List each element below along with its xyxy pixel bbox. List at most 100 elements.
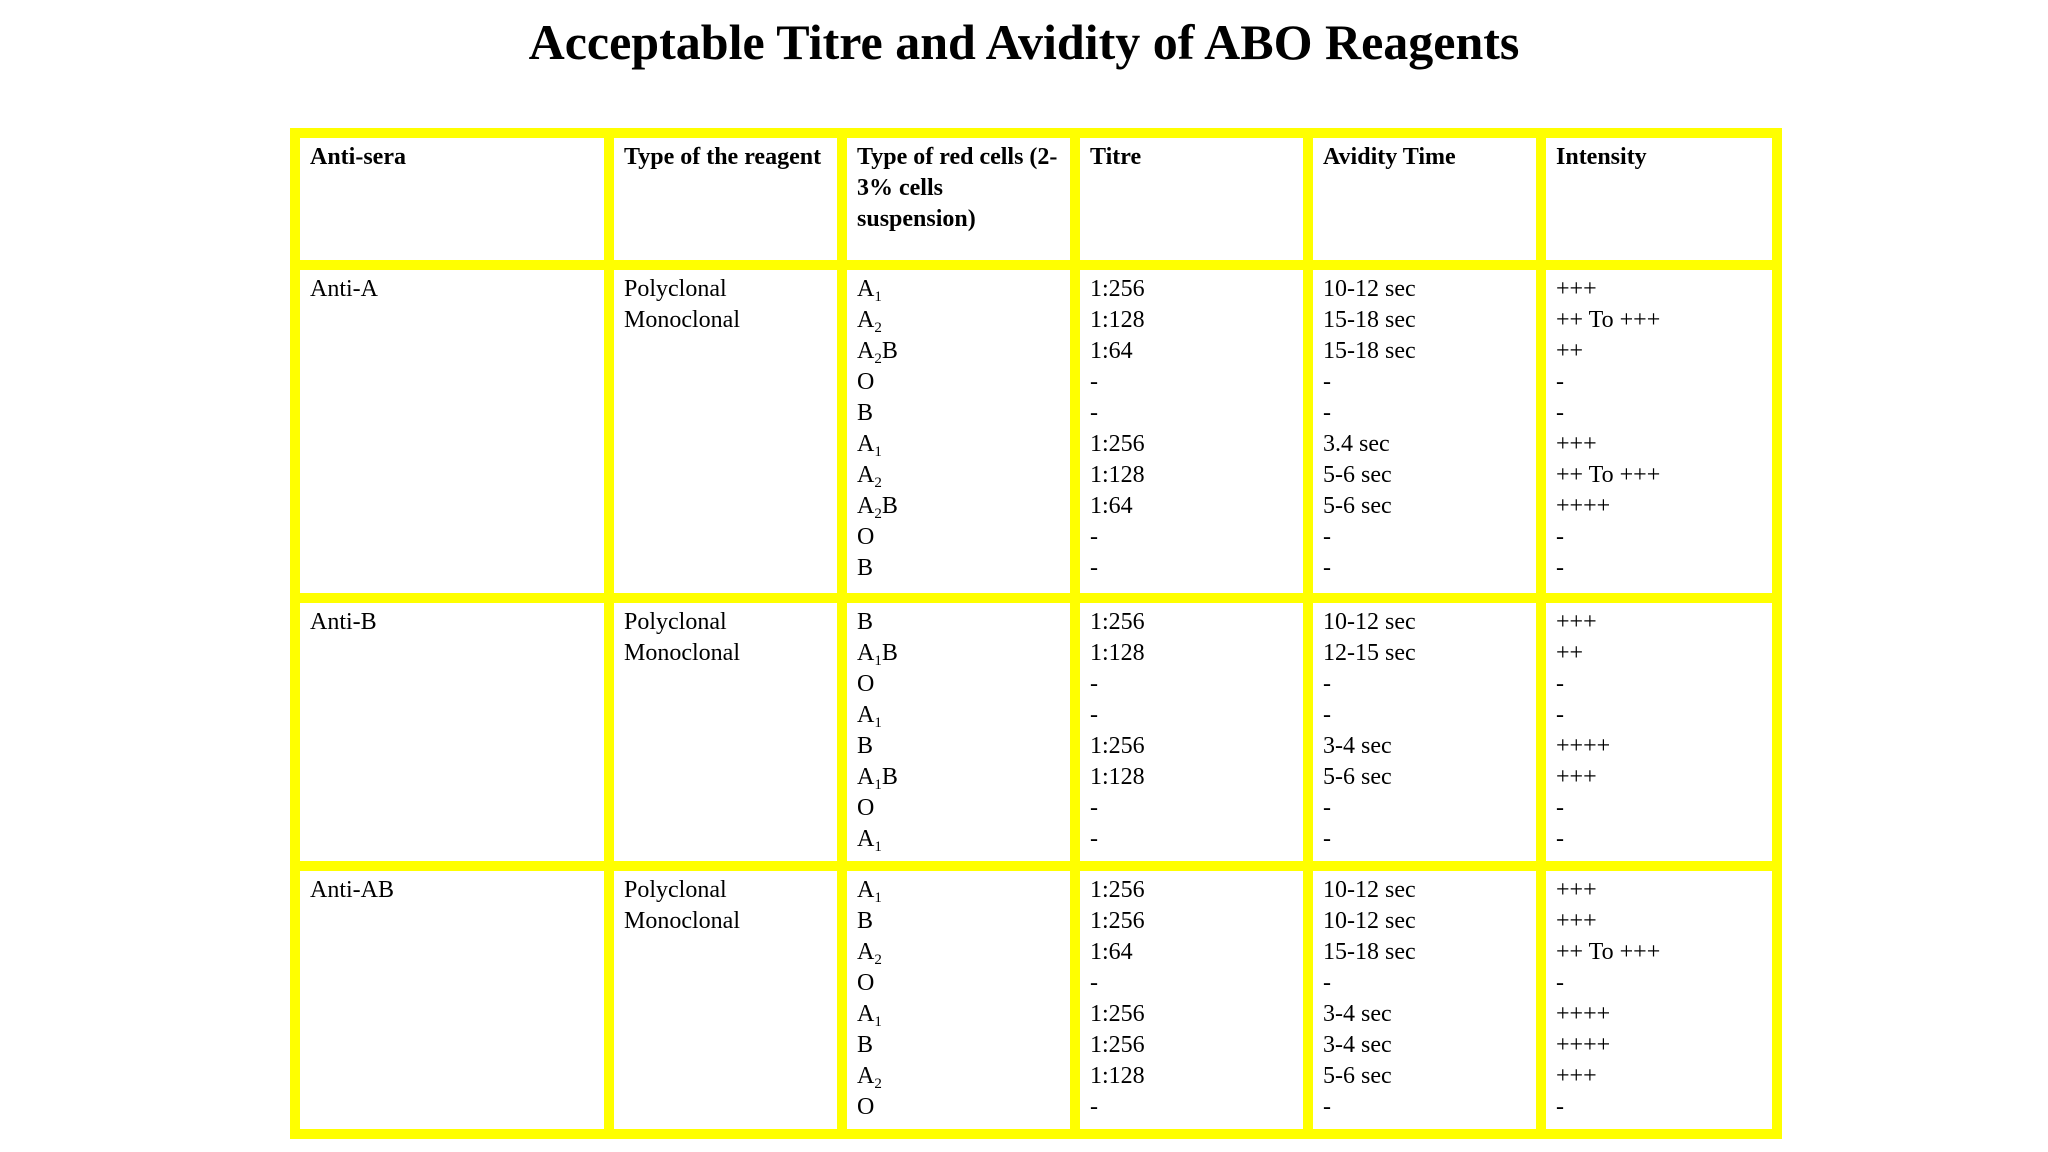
cell-titre: 1:256 1:128 - - 1:256 1:128 - - <box>1075 598 1308 866</box>
intensity-value: ++ To +++ <box>1556 307 1661 333</box>
titre-value: - <box>1090 826 1098 852</box>
cell-red-cell-type: B A1B O A1 B A1B O A1 <box>842 598 1075 866</box>
red-cell-type-label: B <box>857 908 874 934</box>
titre-value: 1:128 <box>1090 307 1145 333</box>
intensity-value: - <box>1556 826 1564 852</box>
anti-sera-label: Anti-B <box>310 609 377 635</box>
titre-value: - <box>1090 1094 1098 1120</box>
intensity-value: +++ <box>1556 431 1597 457</box>
avidity-value: - <box>1323 826 1331 852</box>
intensity-value: - <box>1556 524 1564 550</box>
table-row: Anti-AB Polyclonal Monoclonal A1 B A2 O A1 B A2 O 1… <box>295 866 1777 1134</box>
titre-value: 1:256 <box>1090 609 1145 635</box>
intensity-value: - <box>1556 369 1564 395</box>
cell-red-cell-type: A1 A2 A2B O B A1 A2 A2B O B <box>842 265 1075 598</box>
titre-value: - <box>1090 970 1098 996</box>
cell-anti-sera: Anti-AB <box>295 866 609 1134</box>
intensity-value: ++ <box>1556 640 1584 666</box>
intensity-value: ++++ <box>1556 733 1611 759</box>
red-cell-type-label: A1B <box>857 764 898 793</box>
avidity-value: - <box>1323 970 1331 996</box>
red-cell-type-label: A1 <box>857 1001 882 1030</box>
titre-value: - <box>1090 795 1098 821</box>
red-cell-type-label: B <box>857 555 874 581</box>
intensity-value: +++ <box>1556 764 1597 790</box>
table-row: Anti-A Polyclonal Monoclonal A1 A2 A2B O B A1 A2 A… <box>295 265 1777 598</box>
titre-value: - <box>1090 671 1098 697</box>
reagent-type-label: Polyclonal <box>624 877 727 903</box>
page-title: Acceptable Titre and Avidity of ABO Reag… <box>528 14 1520 70</box>
cell-intensity: +++ +++ ++ To +++ - ++++ ++++ +++ - <box>1541 866 1777 1134</box>
cell-intensity: +++ ++ To +++ ++ - - +++ ++ To +++ ++++ - - <box>1541 265 1777 598</box>
intensity-value: - <box>1556 1094 1564 1120</box>
cell-anti-sera: Anti-B <box>295 598 609 866</box>
reagent-type-label: Polyclonal <box>624 276 727 302</box>
titre-value: 1:128 <box>1090 640 1145 666</box>
intensity-value: - <box>1556 970 1564 996</box>
titre-value: 1:256 <box>1090 908 1145 934</box>
titre-value: 1:128 <box>1090 764 1145 790</box>
intensity-value: ++ To +++ <box>1556 939 1661 965</box>
titre-value: 1:256 <box>1090 276 1145 302</box>
avidity-value: 10-12 sec <box>1323 276 1416 302</box>
red-cell-type-label: A1 <box>857 826 882 855</box>
red-cell-type-label: A1 <box>857 877 882 906</box>
intensity-value: - <box>1556 671 1564 697</box>
red-cell-type-label: O <box>857 970 875 996</box>
header-anti-sera: Anti-sera <box>295 133 609 265</box>
avidity-value: 12-15 sec <box>1323 640 1416 666</box>
avidity-value: 5-6 sec <box>1323 493 1392 519</box>
titre-value: - <box>1090 702 1098 728</box>
reagent-type-label: Monoclonal <box>624 908 740 934</box>
avidity-value: - <box>1323 795 1331 821</box>
avidity-value: 3-4 sec <box>1323 1001 1392 1027</box>
titre-value: 1:64 <box>1090 338 1133 364</box>
cell-reagent-type: Polyclonal Monoclonal <box>609 265 842 598</box>
avidity-value: 10-12 sec <box>1323 908 1416 934</box>
red-cell-type-label: A1 <box>857 702 882 731</box>
intensity-value: - <box>1556 400 1564 426</box>
avidity-value: 5-6 sec <box>1323 764 1392 790</box>
cell-titre: 1:256 1:128 1:64 - - 1:256 1:128 1:64 - - <box>1075 265 1308 598</box>
red-cell-type-label: A1B <box>857 640 898 669</box>
header-red-cell-type: Type of red cells (2-3% cells suspension… <box>842 133 1075 265</box>
intensity-value: - <box>1556 795 1564 821</box>
avidity-value: 10-12 sec <box>1323 609 1416 635</box>
header-avidity-time: Avidity Time <box>1308 133 1541 265</box>
red-cell-type-label: A2B <box>857 338 898 367</box>
avidity-value: 15-18 sec <box>1323 939 1416 965</box>
red-cell-type-label: B <box>857 609 874 635</box>
titre-value: - <box>1090 555 1098 581</box>
anti-sera-label: Anti-A <box>310 276 378 302</box>
titre-value: 1:256 <box>1090 733 1145 759</box>
intensity-value: ++++ <box>1556 493 1611 519</box>
anti-sera-label: Anti-AB <box>310 877 394 903</box>
titre-value: 1:64 <box>1090 939 1133 965</box>
header-titre: Titre <box>1075 133 1308 265</box>
cell-titre: 1:256 1:256 1:64 - 1:256 1:256 1:128 - <box>1075 866 1308 1134</box>
red-cell-type-label: B <box>857 1032 874 1058</box>
intensity-value: +++ <box>1556 1063 1597 1089</box>
red-cell-type-label: O <box>857 524 875 550</box>
avidity-value: - <box>1323 702 1331 728</box>
red-cell-type-label: B <box>857 733 874 759</box>
avidity-value: 5-6 sec <box>1323 1063 1392 1089</box>
reagent-type-label: Polyclonal <box>624 609 727 635</box>
red-cell-type-label: A2 <box>857 307 882 336</box>
table-header-row: Anti-sera Type of the reagent Type of re… <box>295 133 1777 265</box>
titre-value: 1:128 <box>1090 1063 1145 1089</box>
intensity-value: ++ To +++ <box>1556 462 1661 488</box>
red-cell-type-label: A2 <box>857 939 882 968</box>
avidity-value: 3-4 sec <box>1323 1032 1392 1058</box>
cell-reagent-type: Polyclonal Monoclonal <box>609 598 842 866</box>
header-intensity: Intensity <box>1541 133 1777 265</box>
red-cell-type-label: O <box>857 671 875 697</box>
avidity-value: 3-4 sec <box>1323 733 1392 759</box>
reagent-type-label: Monoclonal <box>624 640 740 666</box>
cell-reagent-type: Polyclonal Monoclonal <box>609 866 842 1134</box>
cell-avidity-time: 10-12 sec 10-12 sec 15-18 sec - 3-4 sec 3-4 s… <box>1308 866 1541 1134</box>
avidity-value: - <box>1323 369 1331 395</box>
intensity-value: +++ <box>1556 908 1597 934</box>
intensity-value: +++ <box>1556 877 1597 903</box>
titre-value: 1:256 <box>1090 431 1145 457</box>
